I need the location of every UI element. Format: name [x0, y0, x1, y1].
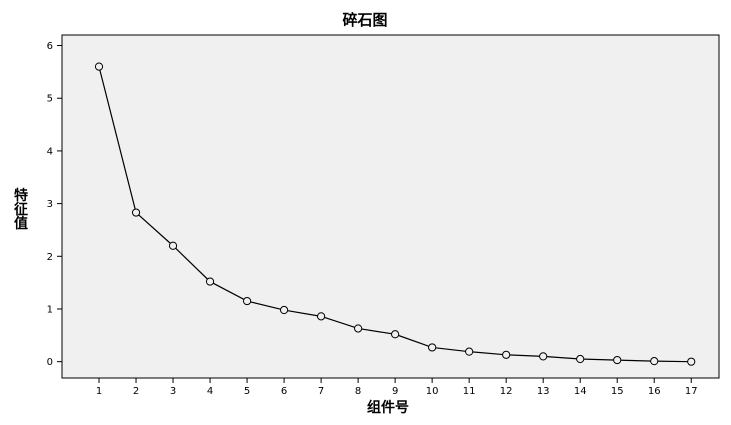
x-tick-label: 4 [207, 386, 213, 397]
y-axis-label-char: 特 [14, 187, 28, 204]
x-tick-label: 12 [500, 386, 513, 397]
y-tick-label: 4 [47, 146, 53, 157]
x-tick-label: 16 [648, 386, 661, 397]
data-point-marker [316, 312, 326, 321]
x-tick-label: 15 [611, 386, 624, 397]
data-point-marker [428, 343, 437, 352]
data-point-marker [502, 350, 511, 359]
y-axis-label-char: 值 [14, 215, 28, 232]
x-tick-label: 6 [281, 386, 287, 397]
x-tick-label: 14 [574, 386, 587, 397]
data-point-marker [650, 357, 659, 366]
x-tick-label: 2 [133, 386, 139, 397]
y-tick-label: 5 [47, 94, 53, 105]
data-point-marker [205, 277, 215, 286]
chart-title: 碎石图 [342, 11, 387, 29]
y-tick-label: 6 [47, 41, 53, 52]
x-tick-label: 17 [685, 386, 698, 397]
x-tick-label: 13 [537, 386, 550, 397]
x-tick-label: 9 [392, 386, 398, 397]
x-tick-label: 5 [244, 386, 250, 397]
x-tick-label: 7 [318, 386, 324, 397]
data-point-marker [391, 330, 400, 339]
y-axis-ticks: 0 1 2 3 4 5 6 [47, 41, 62, 368]
data-point-marker [354, 324, 363, 333]
x-tick-label: 8 [355, 386, 361, 397]
x-axis-ticks: 1 2 3 4 5 6 7 8 9 10 11 12 13 14 15 16 17 [96, 378, 698, 397]
x-tick-label: 1 [96, 386, 102, 397]
data-point-marker [613, 355, 622, 365]
y-axis-label: 特征值 [14, 187, 28, 232]
y-axis-label-char: 征 [14, 201, 28, 218]
y-tick-label: 2 [47, 252, 53, 263]
data-point-marker [94, 62, 104, 71]
y-tick-label: 0 [47, 357, 53, 368]
data-point-marker [131, 208, 141, 217]
plot-area [61, 34, 720, 379]
data-point-marker [242, 296, 252, 306]
data-point-marker [576, 354, 585, 364]
data-point-marker [465, 347, 474, 356]
data-point-marker [168, 241, 178, 250]
x-tick-label: 10 [426, 386, 439, 397]
data-point-marker [687, 357, 696, 366]
x-tick-label: 11 [463, 386, 476, 397]
x-tick-label: 3 [170, 386, 176, 397]
series-layer [94, 62, 696, 366]
data-point-marker [539, 352, 548, 361]
x-axis-label: 组件号 [367, 399, 409, 416]
y-tick-label: 3 [47, 199, 53, 210]
data-point-marker [279, 305, 289, 315]
y-tick-label: 1 [47, 304, 53, 315]
